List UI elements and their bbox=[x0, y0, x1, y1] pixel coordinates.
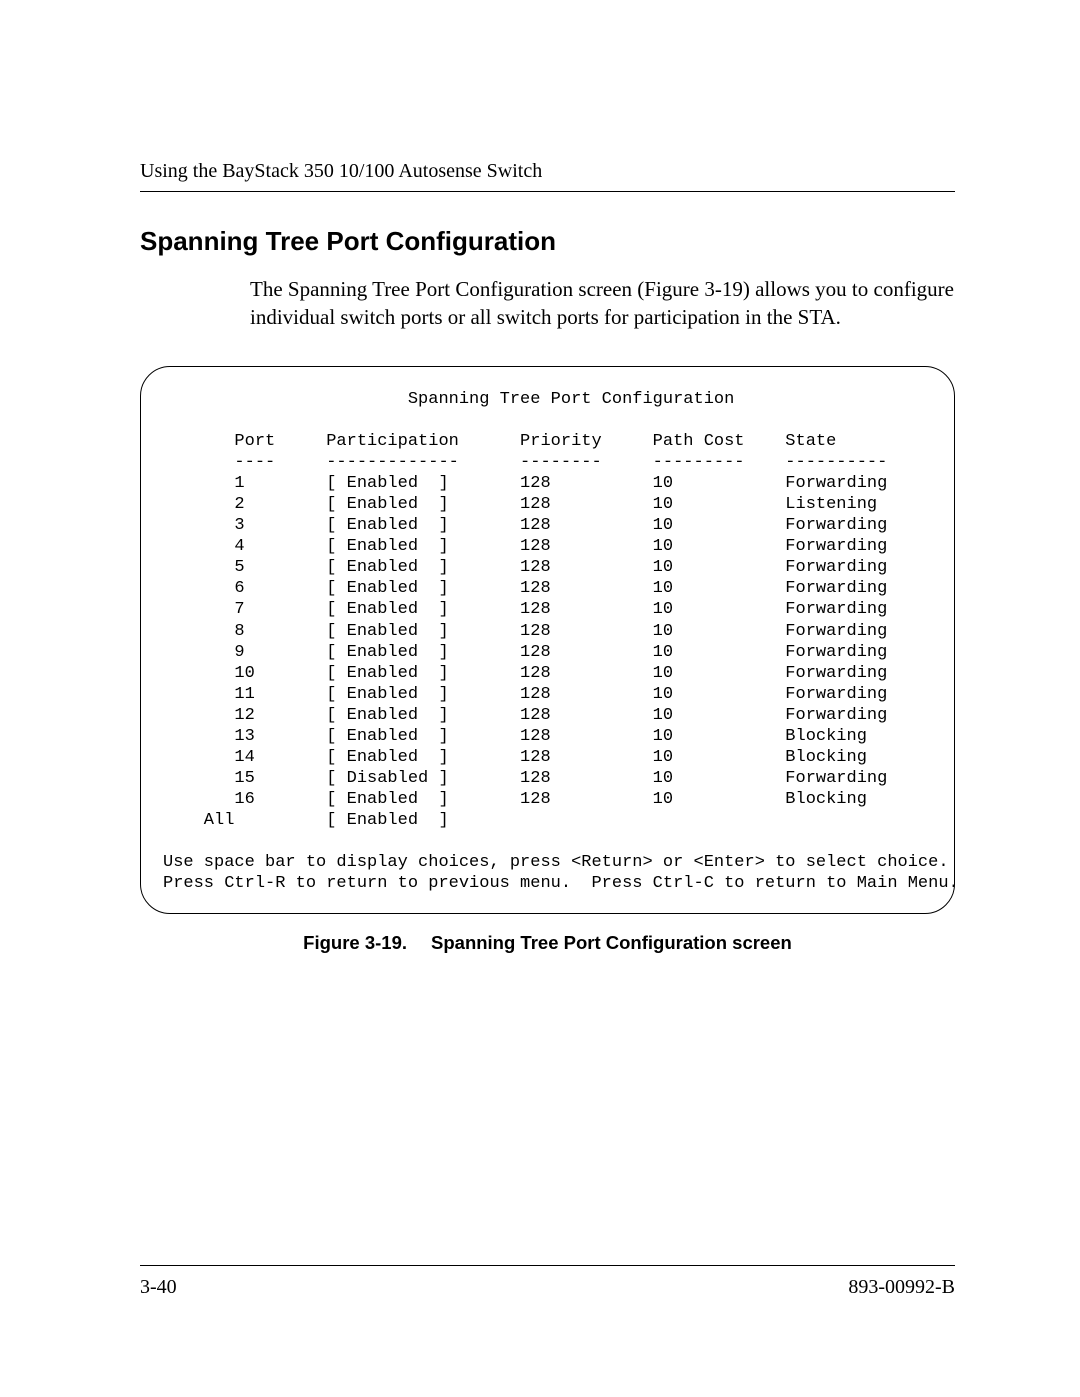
figure-caption: Figure 3-19. Spanning Tree Port Configura… bbox=[140, 932, 955, 954]
figure-label: Figure 3-19. bbox=[303, 932, 407, 953]
intro-paragraph: The Spanning Tree Port Configuration scr… bbox=[250, 275, 955, 332]
section-title: Spanning Tree Port Configuration bbox=[140, 226, 955, 257]
terminal-text: Spanning Tree Port Configuration Port Pa… bbox=[163, 389, 930, 895]
document-number: 893-00992-B bbox=[848, 1276, 955, 1299]
terminal-screen: Spanning Tree Port Configuration Port Pa… bbox=[140, 366, 955, 914]
figure-caption-text: Spanning Tree Port Configuration screen bbox=[431, 932, 792, 953]
page-footer: 3-40 893-00992-B bbox=[140, 1265, 955, 1299]
running-header: Using the BayStack 350 10/100 Autosense … bbox=[140, 160, 955, 192]
document-page: Using the BayStack 350 10/100 Autosense … bbox=[0, 0, 1080, 1397]
page-number: 3-40 bbox=[140, 1276, 177, 1299]
